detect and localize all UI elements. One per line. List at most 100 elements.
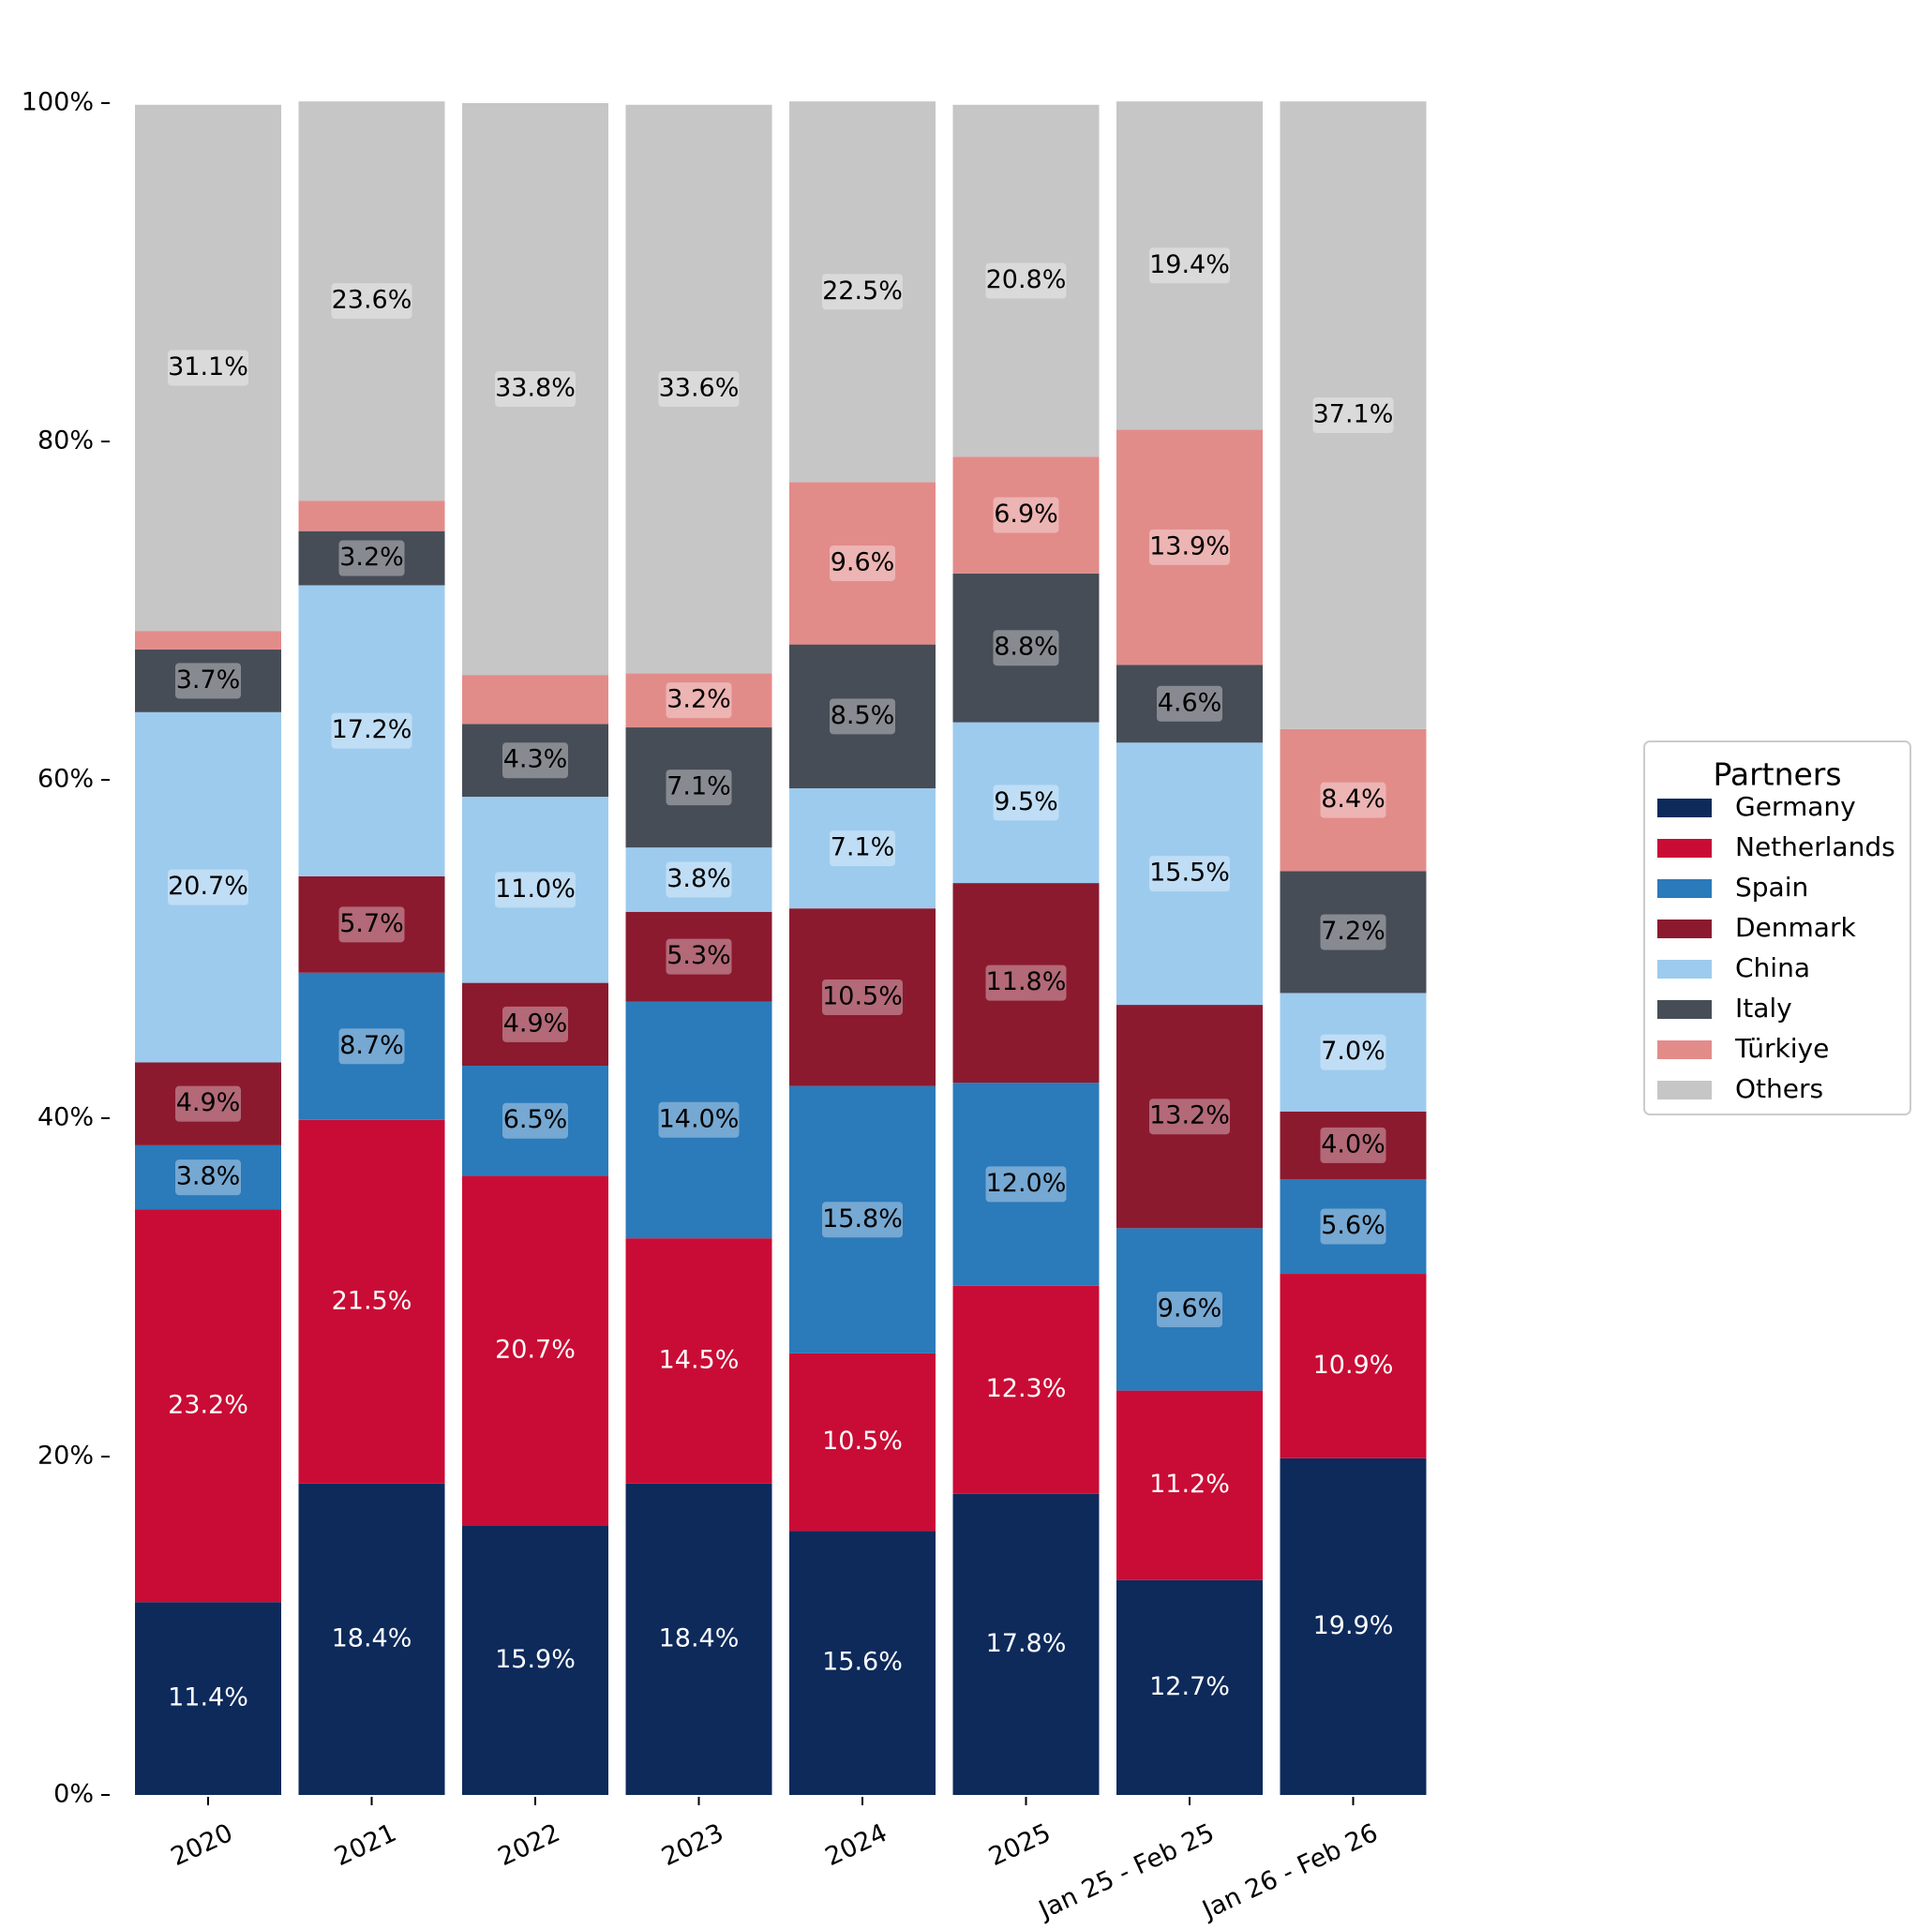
segment-label: 17.8% bbox=[986, 1629, 1067, 1658]
legend-label: Spain bbox=[1735, 872, 1808, 903]
segment-label: 19.9% bbox=[1313, 1611, 1394, 1640]
segment-label-text: 10.5% bbox=[822, 981, 903, 1010]
segment-label-text: 6.9% bbox=[994, 500, 1058, 529]
legend-items: Germany Netherlands Spain Denmark China Italy… bbox=[1657, 791, 1895, 1104]
bar-segment-germany bbox=[1116, 1579, 1263, 1795]
bar-segment-china bbox=[1116, 742, 1263, 1006]
bar-segment-italy bbox=[298, 531, 445, 586]
segment-label-text: 5.3% bbox=[666, 941, 731, 970]
bar-segment-denmark bbox=[462, 982, 608, 1067]
legend-item: Türkiye bbox=[1657, 1033, 1829, 1064]
bar-segment-italy bbox=[1116, 665, 1263, 743]
segment-label-text: 8.8% bbox=[994, 633, 1058, 662]
segment-label: 11.8% bbox=[985, 964, 1067, 1001]
segment-label-bg bbox=[830, 545, 895, 581]
bar-segment-germany bbox=[789, 1531, 936, 1795]
segment-label: 18.4% bbox=[332, 1623, 412, 1652]
legend-item: Germany bbox=[1657, 791, 1856, 822]
bar-segment-spain bbox=[625, 1001, 772, 1239]
segment-label: 13.9% bbox=[1149, 529, 1230, 565]
segment-label: 31.1% bbox=[168, 350, 248, 386]
segment-label-bg bbox=[168, 350, 248, 386]
bar-segment-italy bbox=[789, 644, 936, 789]
bar-segment-denmark bbox=[952, 883, 1100, 1084]
legend-label: Netherlands bbox=[1735, 831, 1895, 862]
y-tick-label: 60% bbox=[37, 765, 94, 794]
bar-segment-others bbox=[625, 104, 772, 674]
bar-segment-trkiye bbox=[789, 482, 936, 645]
bar-segment-spain bbox=[1116, 1228, 1263, 1391]
x-tick-label: 2024 bbox=[821, 1818, 891, 1872]
legend-swatch bbox=[1657, 960, 1712, 979]
segment-label: 12.3% bbox=[986, 1374, 1067, 1403]
segment-label: 4.0% bbox=[1320, 1127, 1386, 1163]
segment-label: 6.5% bbox=[502, 1102, 568, 1139]
legend-label: Denmark bbox=[1735, 912, 1856, 943]
legend-item: China bbox=[1657, 952, 1810, 983]
segment-label: 9.6% bbox=[830, 545, 895, 581]
legend-item: Spain bbox=[1657, 872, 1808, 903]
bar-segment-china bbox=[625, 847, 772, 912]
segment-label-text: 3.2% bbox=[339, 543, 404, 572]
y-tick-label: 80% bbox=[37, 426, 94, 456]
segment-label-text: 12.3% bbox=[986, 1374, 1067, 1403]
segment-label: 8.8% bbox=[993, 630, 1059, 666]
segment-label-text: 21.5% bbox=[332, 1286, 412, 1315]
bar-segment-germany bbox=[1280, 1458, 1427, 1795]
segment-label-bg bbox=[1149, 1099, 1230, 1135]
segment-label-bg bbox=[338, 540, 405, 576]
bar-segment-spain bbox=[1280, 1178, 1427, 1275]
bar-segment-others bbox=[462, 103, 608, 676]
segment-label-bg bbox=[331, 712, 412, 749]
segment-label-bg bbox=[993, 785, 1059, 821]
segment-label: 33.8% bbox=[495, 371, 576, 408]
legend-item: Others bbox=[1657, 1073, 1823, 1104]
segment-label-text: 18.4% bbox=[659, 1623, 740, 1652]
bar-segment-others bbox=[789, 101, 936, 483]
bar-segment-netherlands bbox=[1280, 1274, 1427, 1458]
segment-label-bg bbox=[666, 682, 732, 719]
segment-label-text: 4.0% bbox=[1321, 1129, 1385, 1159]
segment-label: 4.3% bbox=[502, 742, 568, 779]
legend-swatch bbox=[1657, 1040, 1712, 1059]
segment-label-text: 7.1% bbox=[831, 833, 895, 862]
segment-label-text: 4.3% bbox=[503, 745, 568, 774]
segment-label: 14.5% bbox=[659, 1346, 740, 1375]
legend-swatch bbox=[1657, 1081, 1712, 1099]
legend-swatch bbox=[1657, 839, 1712, 858]
segment-label-bg bbox=[985, 262, 1067, 299]
segment-label: 8.4% bbox=[1320, 782, 1386, 818]
segment-label-text: 15.9% bbox=[495, 1645, 576, 1674]
bar-segment-trkiye bbox=[135, 631, 281, 650]
segment-label-bg bbox=[666, 770, 732, 806]
legend-label: Germany bbox=[1735, 791, 1856, 822]
bar-segment-spain bbox=[789, 1085, 936, 1353]
segment-label-bg bbox=[1157, 685, 1222, 722]
segment-label-text: 23.2% bbox=[168, 1390, 248, 1419]
legend-item: Denmark bbox=[1657, 912, 1856, 943]
segment-label-bg bbox=[822, 979, 903, 1015]
bar-segment-trkiye bbox=[462, 675, 608, 725]
segment-label-bg bbox=[1320, 914, 1386, 950]
y-tick-label: 100% bbox=[22, 88, 94, 117]
segment-label: 23.2% bbox=[168, 1390, 248, 1419]
segment-label: 8.7% bbox=[338, 1028, 405, 1065]
legend-label: China bbox=[1735, 952, 1810, 983]
segment-label-bg bbox=[666, 938, 732, 975]
bar-segment-china bbox=[298, 585, 445, 876]
segment-label-text: 7.1% bbox=[666, 772, 731, 801]
segment-label: 3.2% bbox=[666, 682, 732, 719]
segment-label-text: 11.4% bbox=[168, 1683, 248, 1712]
segment-label: 12.7% bbox=[1149, 1672, 1230, 1701]
segment-label-text: 7.2% bbox=[1321, 917, 1385, 946]
segment-label: 11.0% bbox=[495, 872, 576, 908]
bar-segment-italy bbox=[952, 573, 1100, 723]
bar-segment-denmark bbox=[789, 908, 936, 1086]
segment-label-bg bbox=[175, 1085, 241, 1122]
bar-segment-italy bbox=[1280, 871, 1427, 994]
segment-label-text: 5.6% bbox=[1321, 1211, 1385, 1240]
segment-label-bg bbox=[822, 274, 903, 310]
legend-frame bbox=[1643, 740, 1911, 1115]
